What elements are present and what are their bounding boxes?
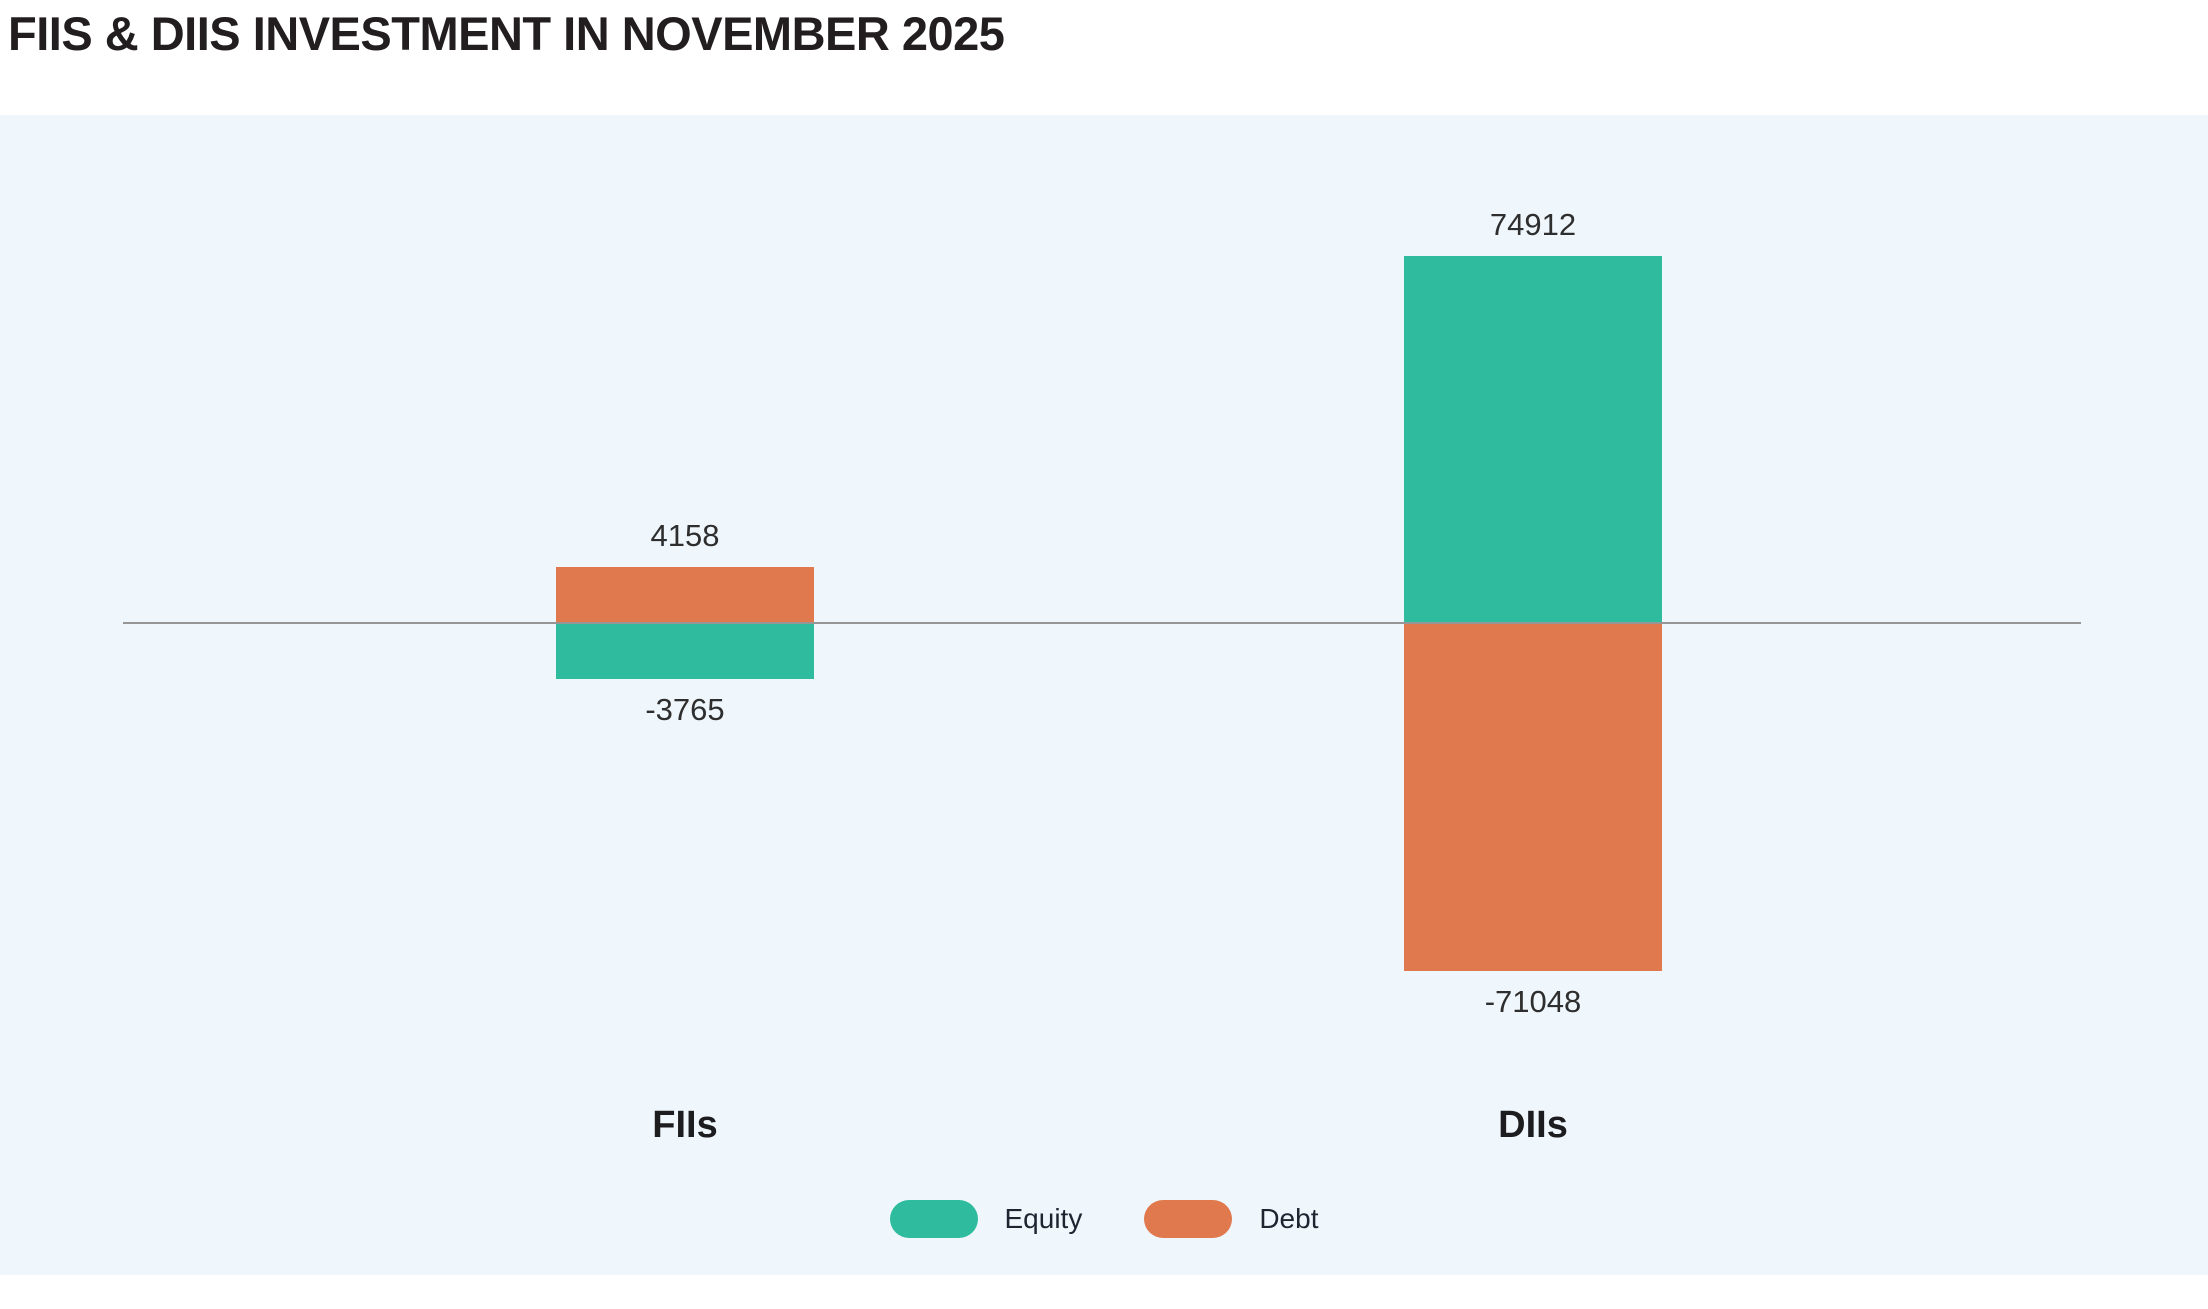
plot-area: Equity Debt -3765 74912 4158 -71048 FIIs DIIs bbox=[0, 115, 2208, 1275]
value-label-fiis-equity: -3765 bbox=[645, 692, 725, 727]
bar-fiis-equity[interactable] bbox=[556, 623, 814, 679]
legend-label: Debt bbox=[1259, 1203, 1319, 1234]
chart-panel: Equity Debt -3765 74912 4158 -71048 FIIs DIIs bbox=[0, 115, 2208, 1275]
legend-item-equity[interactable]: Equity bbox=[889, 1200, 1083, 1238]
value-label-fiis-debt: 4158 bbox=[650, 518, 720, 553]
value-label-diis-debt: -71048 bbox=[1484, 984, 1582, 1019]
value-label-diis-equity: 74912 bbox=[1489, 207, 1577, 242]
bar-diis-equity[interactable] bbox=[1404, 256, 1662, 623]
legend: Equity Debt bbox=[0, 1200, 2208, 1238]
category-label-diis: DIIs bbox=[1498, 1104, 1568, 1146]
legend-swatch-debt bbox=[1144, 1200, 1233, 1238]
legend-label: Equity bbox=[1004, 1203, 1083, 1234]
chart-title: FIIS & DIIS INVESTMENT IN NOVEMBER 2025 bbox=[8, 7, 1005, 60]
bar-fiis-debt[interactable] bbox=[556, 567, 814, 623]
category-label-fiis: FIIs bbox=[652, 1104, 718, 1146]
bar-diis-debt[interactable] bbox=[1404, 623, 1662, 971]
zero-axis-line bbox=[123, 622, 2081, 624]
legend-swatch-equity bbox=[889, 1200, 978, 1238]
legend-item-debt[interactable]: Debt bbox=[1144, 1200, 1318, 1238]
